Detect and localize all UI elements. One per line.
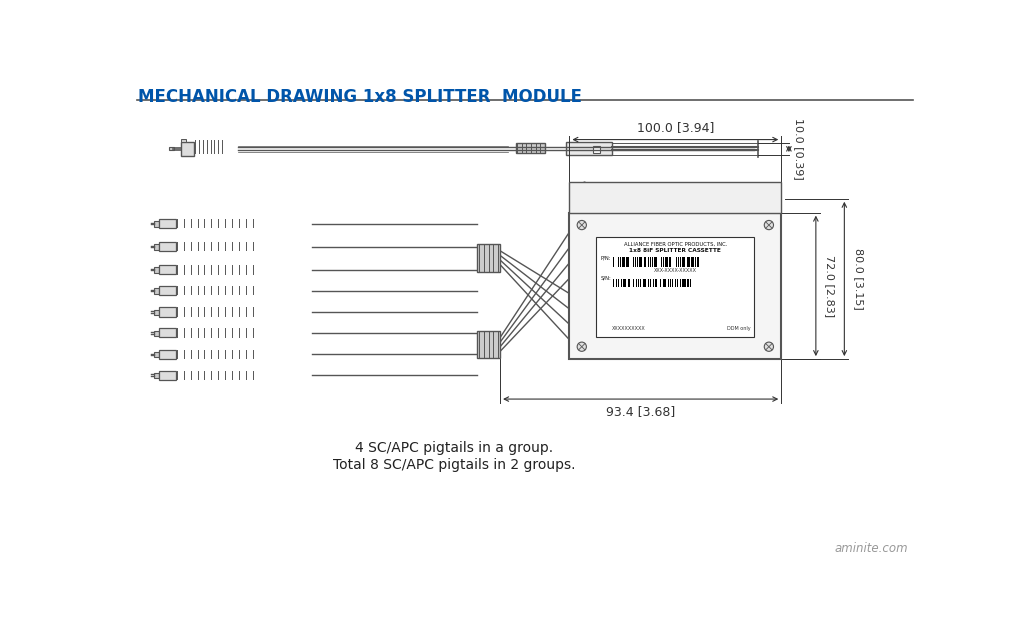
- Bar: [648, 257, 649, 267]
- Bar: [169, 147, 174, 150]
- Text: 1x8 8iF SPLITTER CASSETTE: 1x8 8iF SPLITTER CASSETTE: [630, 248, 721, 253]
- Circle shape: [764, 220, 773, 230]
- Bar: [477, 244, 500, 271]
- Bar: [660, 257, 663, 267]
- Bar: [663, 279, 665, 287]
- Bar: [697, 257, 699, 267]
- Text: 100.0 [3.94]: 100.0 [3.94]: [637, 121, 714, 134]
- Text: 10.0 [0.39]: 10.0 [0.39]: [794, 118, 804, 180]
- Bar: [180, 142, 195, 156]
- Bar: [159, 242, 176, 251]
- Bar: [676, 257, 678, 267]
- Bar: [154, 221, 159, 227]
- Bar: [682, 257, 684, 267]
- Bar: [675, 279, 677, 287]
- Bar: [636, 279, 637, 287]
- Text: 80.0 [3.15]: 80.0 [3.15]: [854, 248, 863, 310]
- Bar: [655, 279, 656, 287]
- Bar: [159, 286, 176, 295]
- Bar: [593, 146, 600, 153]
- Bar: [622, 257, 625, 267]
- Bar: [154, 288, 159, 294]
- Text: Total 8 SC/APC pigtails in 2 groups.: Total 8 SC/APC pigtails in 2 groups.: [333, 457, 575, 471]
- Bar: [643, 257, 646, 267]
- Bar: [154, 268, 159, 273]
- Bar: [666, 257, 668, 267]
- Bar: [639, 257, 641, 267]
- Bar: [159, 219, 176, 228]
- Bar: [159, 328, 176, 338]
- Circle shape: [764, 342, 773, 352]
- Bar: [624, 279, 626, 287]
- Bar: [154, 352, 159, 357]
- Bar: [477, 331, 500, 358]
- Text: 93.4 [3.68]: 93.4 [3.68]: [606, 405, 675, 419]
- Bar: [633, 257, 634, 267]
- Bar: [154, 331, 159, 336]
- Text: MECHANICAL DRAWING 1x8 SPLITTER  MODULE: MECHANICAL DRAWING 1x8 SPLITTER MODULE: [138, 88, 583, 106]
- Bar: [627, 257, 628, 267]
- Bar: [617, 257, 620, 267]
- Bar: [648, 279, 649, 287]
- Bar: [159, 308, 176, 317]
- Text: ALLIANCE FIBER OPTIC PRODUCTS, INC.: ALLIANCE FIBER OPTIC PRODUCTS, INC.: [624, 242, 727, 247]
- Text: aminite.com: aminite.com: [835, 542, 908, 555]
- Bar: [682, 279, 685, 287]
- Bar: [154, 310, 159, 315]
- Bar: [515, 143, 545, 154]
- Text: 4 SC/APC pigtails in a group.: 4 SC/APC pigtails in a group.: [355, 441, 553, 455]
- Circle shape: [578, 220, 587, 230]
- Bar: [181, 139, 186, 142]
- Bar: [628, 279, 630, 287]
- Bar: [687, 257, 689, 267]
- Bar: [668, 279, 669, 287]
- Bar: [670, 257, 671, 267]
- Bar: [159, 350, 176, 359]
- Bar: [159, 265, 176, 275]
- Bar: [569, 213, 781, 359]
- Bar: [565, 142, 611, 155]
- Bar: [615, 279, 617, 287]
- Bar: [691, 257, 692, 267]
- Bar: [687, 279, 689, 287]
- Bar: [643, 279, 645, 287]
- Text: P/N:: P/N:: [600, 255, 610, 260]
- Bar: [154, 245, 159, 250]
- Bar: [569, 182, 781, 213]
- Text: DDM only: DDM only: [727, 326, 751, 331]
- Text: XXX-XXXX-XXXXX: XXX-XXXX-XXXXX: [654, 268, 697, 273]
- Circle shape: [578, 342, 587, 352]
- Bar: [159, 371, 176, 380]
- Bar: [596, 238, 755, 338]
- Text: S/N:: S/N:: [600, 276, 611, 281]
- Bar: [154, 373, 159, 378]
- Text: XXXXXXXXXX: XXXXXXXXXX: [611, 326, 645, 331]
- Bar: [654, 257, 655, 267]
- Text: 72.0 [2.83]: 72.0 [2.83]: [825, 255, 836, 317]
